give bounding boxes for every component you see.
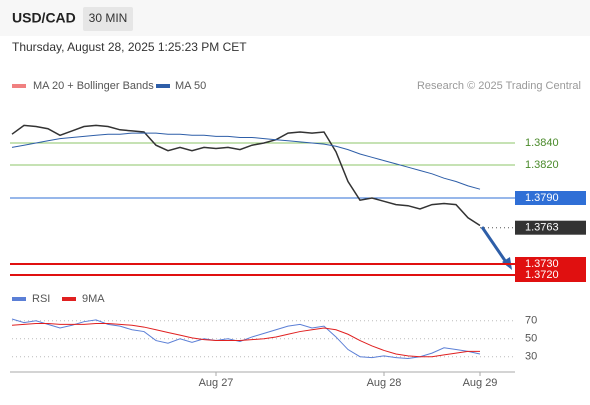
series-line — [11, 318, 481, 360]
legend-entry: 9MA — [82, 293, 105, 305]
symbol: USD/CAD — [12, 10, 76, 26]
level-label: 1.3790 — [525, 192, 559, 204]
legend-swatch — [156, 84, 170, 88]
level-label: 1.3840 — [525, 137, 559, 149]
y-tick-label: 50 — [525, 333, 537, 345]
level-box — [515, 191, 586, 205]
legend-entry: MA 20 + Bollinger Bands — [33, 80, 154, 92]
legend-swatch — [62, 297, 76, 301]
legend-entry: RSI — [32, 293, 50, 305]
forecast-arrow — [480, 226, 510, 266]
credit: Research © 2025 Trading Central — [417, 80, 581, 92]
legend-entry: MA 50 — [175, 80, 206, 92]
x-tick-label: Aug 29 — [463, 377, 498, 389]
legend-swatch — [12, 84, 26, 88]
level-label: 1.3820 — [525, 159, 559, 171]
x-tick-label: Aug 28 — [367, 377, 402, 389]
level-box — [515, 257, 586, 271]
series-line — [11, 322, 480, 358]
interval: 30 MIN — [89, 11, 128, 25]
series-line — [11, 132, 481, 190]
level-box — [515, 268, 586, 282]
y-tick-label: 30 — [525, 351, 537, 363]
interval-box — [83, 7, 133, 31]
level-label: 1.3730 — [525, 258, 559, 270]
datetime: Thursday, August 28, 2025 1:25:23 PM CET — [12, 40, 247, 54]
y-tick-label: 70 — [525, 315, 537, 327]
level-label: 1.3763 — [525, 222, 559, 234]
level-label: 1.3720 — [525, 269, 559, 281]
legend-swatch — [12, 297, 26, 301]
series-line — [11, 124, 481, 227]
x-tick-label: Aug 27 — [199, 377, 234, 389]
level-box — [515, 220, 586, 235]
